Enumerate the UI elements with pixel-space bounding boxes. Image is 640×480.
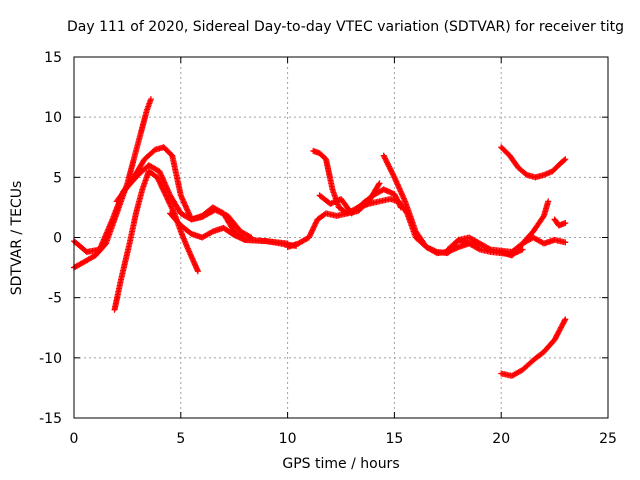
plot-border <box>73 56 609 419</box>
data-point <box>147 96 154 103</box>
y-tick-label: -10 <box>39 351 62 367</box>
data-points <box>71 96 569 379</box>
data-point <box>486 245 493 252</box>
y-tick-label: 10 <box>44 110 62 126</box>
data-point <box>545 198 552 205</box>
axis-ticks: 0 5 10 15 20 25 -15 -10 -5 0 5 10 15 <box>39 50 617 447</box>
data-point <box>562 239 569 246</box>
y-tick-label: 15 <box>44 50 62 66</box>
y-tick-label: -15 <box>39 411 62 427</box>
data-point <box>562 220 569 227</box>
x-tick-label: 0 <box>70 431 79 447</box>
data-point <box>375 181 382 188</box>
series-sat-n <box>551 216 569 229</box>
data-point <box>376 180 383 187</box>
data-point <box>561 157 568 164</box>
y-tick-label: 0 <box>53 231 62 247</box>
data-point <box>208 229 215 236</box>
y-tick-label: 5 <box>53 170 62 186</box>
series-sat-e <box>167 210 291 247</box>
y-axis-label: SDTVAR / TECUs <box>9 180 25 296</box>
series-sat-m <box>498 316 569 379</box>
series-sat-h <box>316 186 404 217</box>
data-point <box>562 156 569 163</box>
x-tick-label: 25 <box>599 431 617 447</box>
series-sat-c <box>71 144 255 255</box>
grid-lines <box>74 57 608 418</box>
data-point <box>562 316 569 323</box>
series-sat-k <box>498 234 569 259</box>
x-tick-label: 10 <box>279 431 297 447</box>
chart-title: Day 111 of 2020, Sidereal Day-to-day VTE… <box>67 19 624 35</box>
data-point <box>475 245 482 252</box>
data-point <box>397 204 404 211</box>
y-tick-label: -5 <box>48 291 62 307</box>
data-point <box>540 214 547 221</box>
x-axis-label: GPS time / hours <box>282 456 400 472</box>
x-tick-label: 15 <box>385 431 403 447</box>
data-point <box>194 268 201 275</box>
series-sat-l <box>498 144 569 181</box>
x-tick-label: 5 <box>176 431 185 447</box>
series-sat-b <box>71 96 154 271</box>
x-tick-label: 20 <box>492 431 510 447</box>
